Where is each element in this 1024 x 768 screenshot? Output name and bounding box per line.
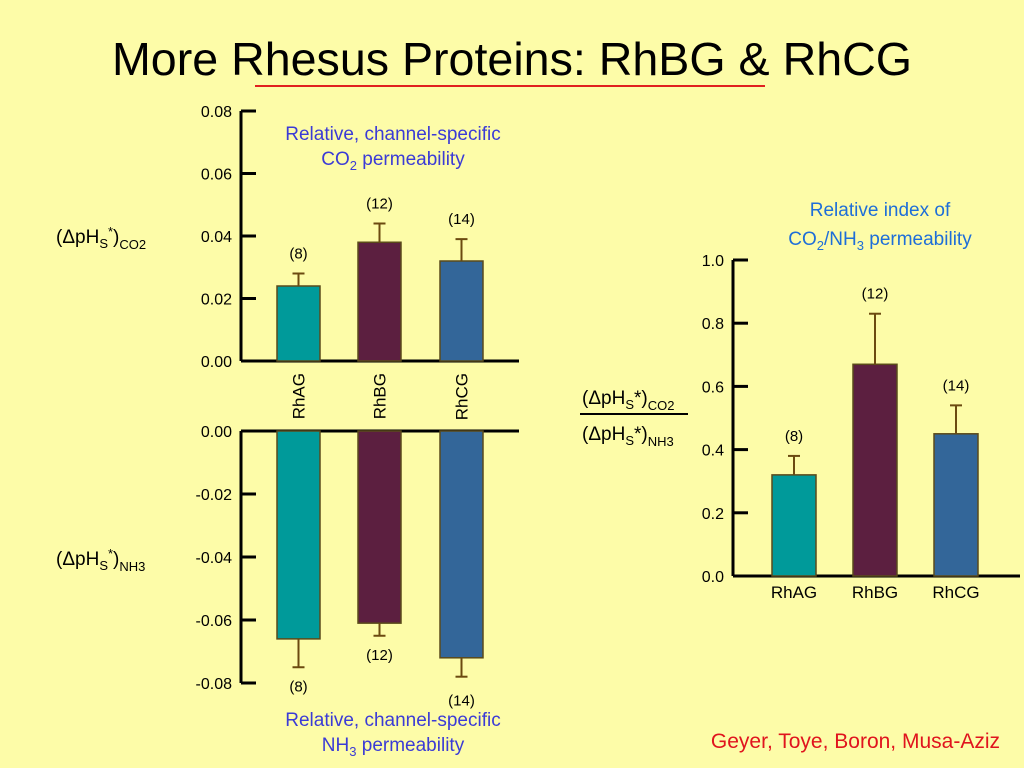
chart2-y-tick-label: 1.0 (702, 253, 724, 270)
chart0-n-label: (14) (448, 211, 475, 228)
co2-chart-title-line2: CO2 permeability (321, 149, 465, 173)
chart0-bar-rhag (276, 285, 321, 362)
chart2-bar-rhag (771, 474, 817, 577)
chart0-category-label: RhAG (290, 373, 309, 419)
chart1-y-tick-label: -0.04 (196, 550, 233, 567)
chart2-y-tick-label: 0.2 (702, 506, 724, 523)
chart0-category-label: RhBG (371, 373, 390, 419)
co2-chart-title-line1: Relative, channel-specific (285, 124, 500, 145)
chart2-n-label: (14) (943, 377, 970, 394)
ratio-chart-title-line2: CO2/NH3 permeability (788, 229, 972, 253)
chart2-category-label: RhCG (932, 583, 979, 602)
chart1-n-label: (8) (289, 678, 307, 695)
chart0-y-tick-label: 0.02 (201, 292, 232, 309)
chart0-y-tick-label: 0.06 (201, 167, 232, 184)
nh3-chart-title-line1: Relative, channel-specific (285, 710, 500, 731)
nh3-chart-title-line2: NH3 permeability (322, 735, 465, 759)
ratio-ylabel-numerator: (ΔpHS*)CO2 (582, 388, 674, 413)
author-credit: Geyer, Toye, Boron, Musa-Aziz (711, 730, 1000, 753)
chart2-n-label: (12) (862, 286, 889, 303)
chart1-y-tick-label: 0.00 (201, 424, 232, 441)
ratio-chart-title-line1: Relative index of (810, 200, 951, 221)
chart2-n-label: (8) (785, 428, 803, 445)
chart1-n-label: (12) (366, 647, 393, 664)
plots: 0.00 0.02 0.04 0.06 0.08 (8) RhAG (12) RhBG (14) R… (196, 104, 1020, 710)
chart1-bar-rhbg (357, 430, 402, 624)
chart0-y-tick-label: 0.08 (201, 104, 232, 121)
chart1-n-label: (14) (448, 693, 475, 710)
chart1-y-tick-label: -0.06 (196, 613, 233, 630)
chart1-y-tick-label: -0.08 (196, 676, 233, 693)
chart2-y-tick-label: 0.8 (702, 316, 724, 333)
chart0-bar-rhcg (439, 260, 484, 362)
chart0-y-tick-label: 0.00 (201, 354, 232, 371)
chart2-category-label: RhAG (771, 583, 817, 602)
chart0-bar-rhbg (357, 241, 402, 362)
co2-ylabel: (ΔpHS*)CO2 (56, 224, 146, 252)
chart1-y-tick-label: -0.02 (196, 487, 233, 504)
slide-title: More Rhesus Proteins: RhBG & RhCG (112, 33, 912, 85)
chart1-bar-rhag (276, 430, 321, 640)
ratio-ylabel-denominator: (ΔpHS*)NH3 (582, 424, 674, 449)
chart2-category-label: RhBG (852, 583, 898, 602)
chart2-y-tick-label: 0.6 (702, 379, 724, 396)
nh3-ylabel: (ΔpHS*)NH3 (56, 546, 145, 574)
chart1-bar-rhcg (439, 430, 484, 659)
chart2-y-tick-label: 0.4 (702, 443, 724, 460)
chart0-n-label: (12) (366, 196, 393, 213)
chart2-bar-rhcg (933, 433, 979, 577)
chart0-category-label: RhCG (453, 373, 472, 420)
chart0-y-tick-label: 0.04 (201, 229, 232, 246)
chart0-n-label: (8) (289, 246, 307, 263)
chart2-bar-rhbg (852, 363, 898, 577)
chart2-y-tick-label: 0.0 (702, 569, 724, 586)
